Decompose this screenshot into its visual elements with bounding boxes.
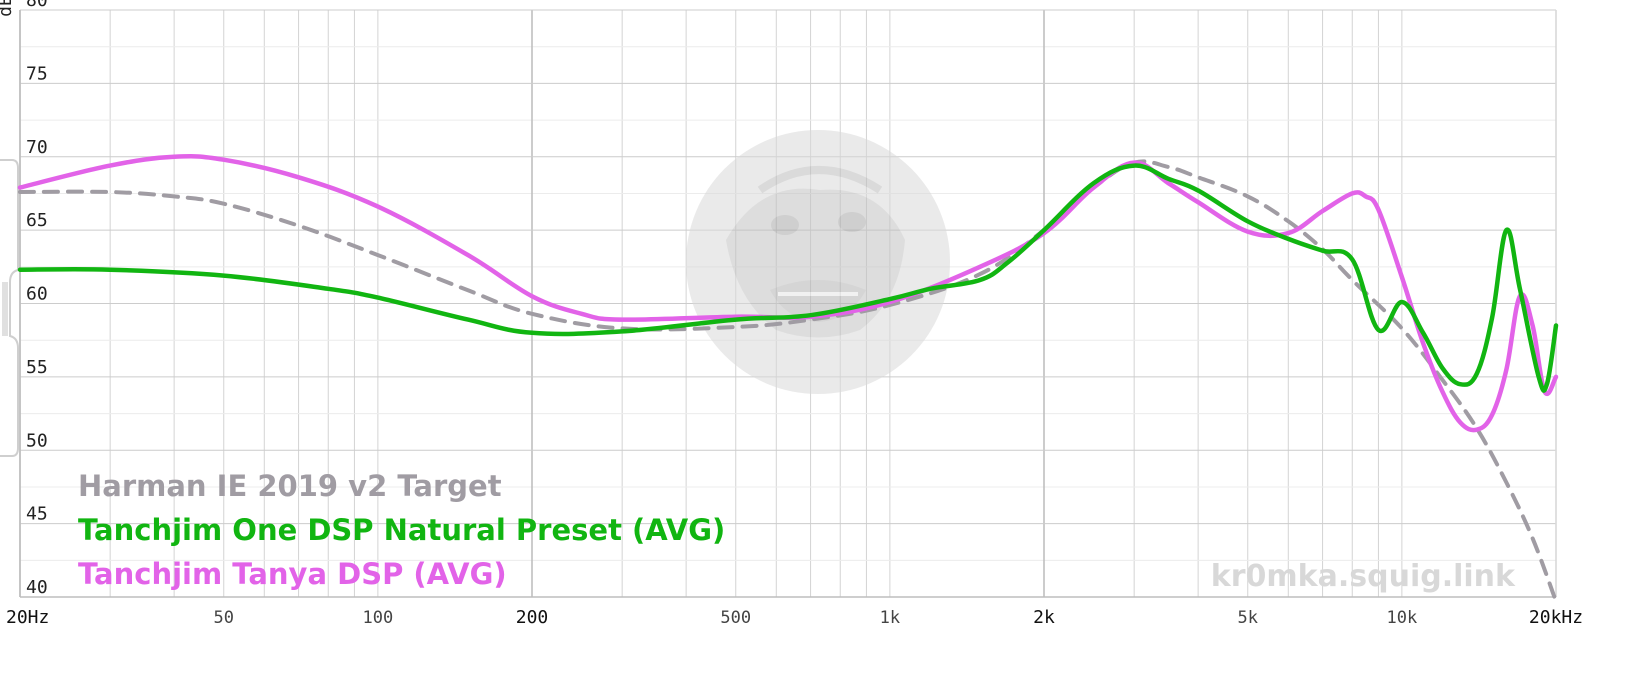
- x-tick-label: 500: [720, 608, 751, 628]
- y-tick-label: 60: [26, 284, 48, 305]
- site-watermark: kr0mka.squig.link: [1211, 559, 1516, 594]
- x-tick-label: 20kHz: [1529, 607, 1583, 628]
- y-scale-drag-handle[interactable]: [0, 159, 19, 457]
- series-line-2: [17, 163, 1559, 393]
- y-axis-label: dB: [0, 0, 16, 17]
- x-tick-label: 2k: [1033, 607, 1055, 628]
- legend-item-1: Harman IE 2019 v2 Target: [78, 469, 502, 503]
- y-tick-label: 50: [26, 430, 48, 451]
- x-tick-label: 10k: [1387, 608, 1418, 628]
- legend: Harman IE 2019 v2 Target Tanchjim One DSP…: [78, 469, 725, 591]
- x-tick-label: 20Hz: [6, 607, 49, 628]
- plot-frame: [19, 10, 1557, 598]
- x-tick-label: 5k: [1238, 608, 1258, 628]
- x-tick-label: 200: [516, 607, 549, 628]
- y-tick-label: 80: [26, 0, 48, 11]
- series-layer: [17, 154, 1559, 604]
- mascot-watermark-face: [686, 130, 950, 394]
- y-tick-label: 45: [26, 504, 48, 525]
- y-axis: 40 45 50 55 60 65 70 75 80: [26, 0, 48, 598]
- x-tick-label: 100: [363, 608, 394, 628]
- legend-item-2: Tanchjim One DSP Natural Preset (AVG): [78, 513, 725, 547]
- y-tick-label: 40: [26, 577, 48, 598]
- y-tick-label: 75: [26, 63, 48, 84]
- x-tick-label: 1k: [880, 608, 900, 628]
- y-tick-label: 55: [26, 357, 48, 378]
- y-tick-label: 65: [26, 210, 48, 231]
- y-tick-label: 70: [26, 137, 48, 158]
- series-line-3: [17, 154, 1559, 433]
- x-tick-label: 50: [214, 608, 234, 628]
- legend-item-3: Tanchjim Tanya DSP (AVG): [78, 557, 507, 591]
- x-axis: 20Hz 50 100 200 500 1k 2k 5k 10k 20kHz: [6, 607, 1583, 628]
